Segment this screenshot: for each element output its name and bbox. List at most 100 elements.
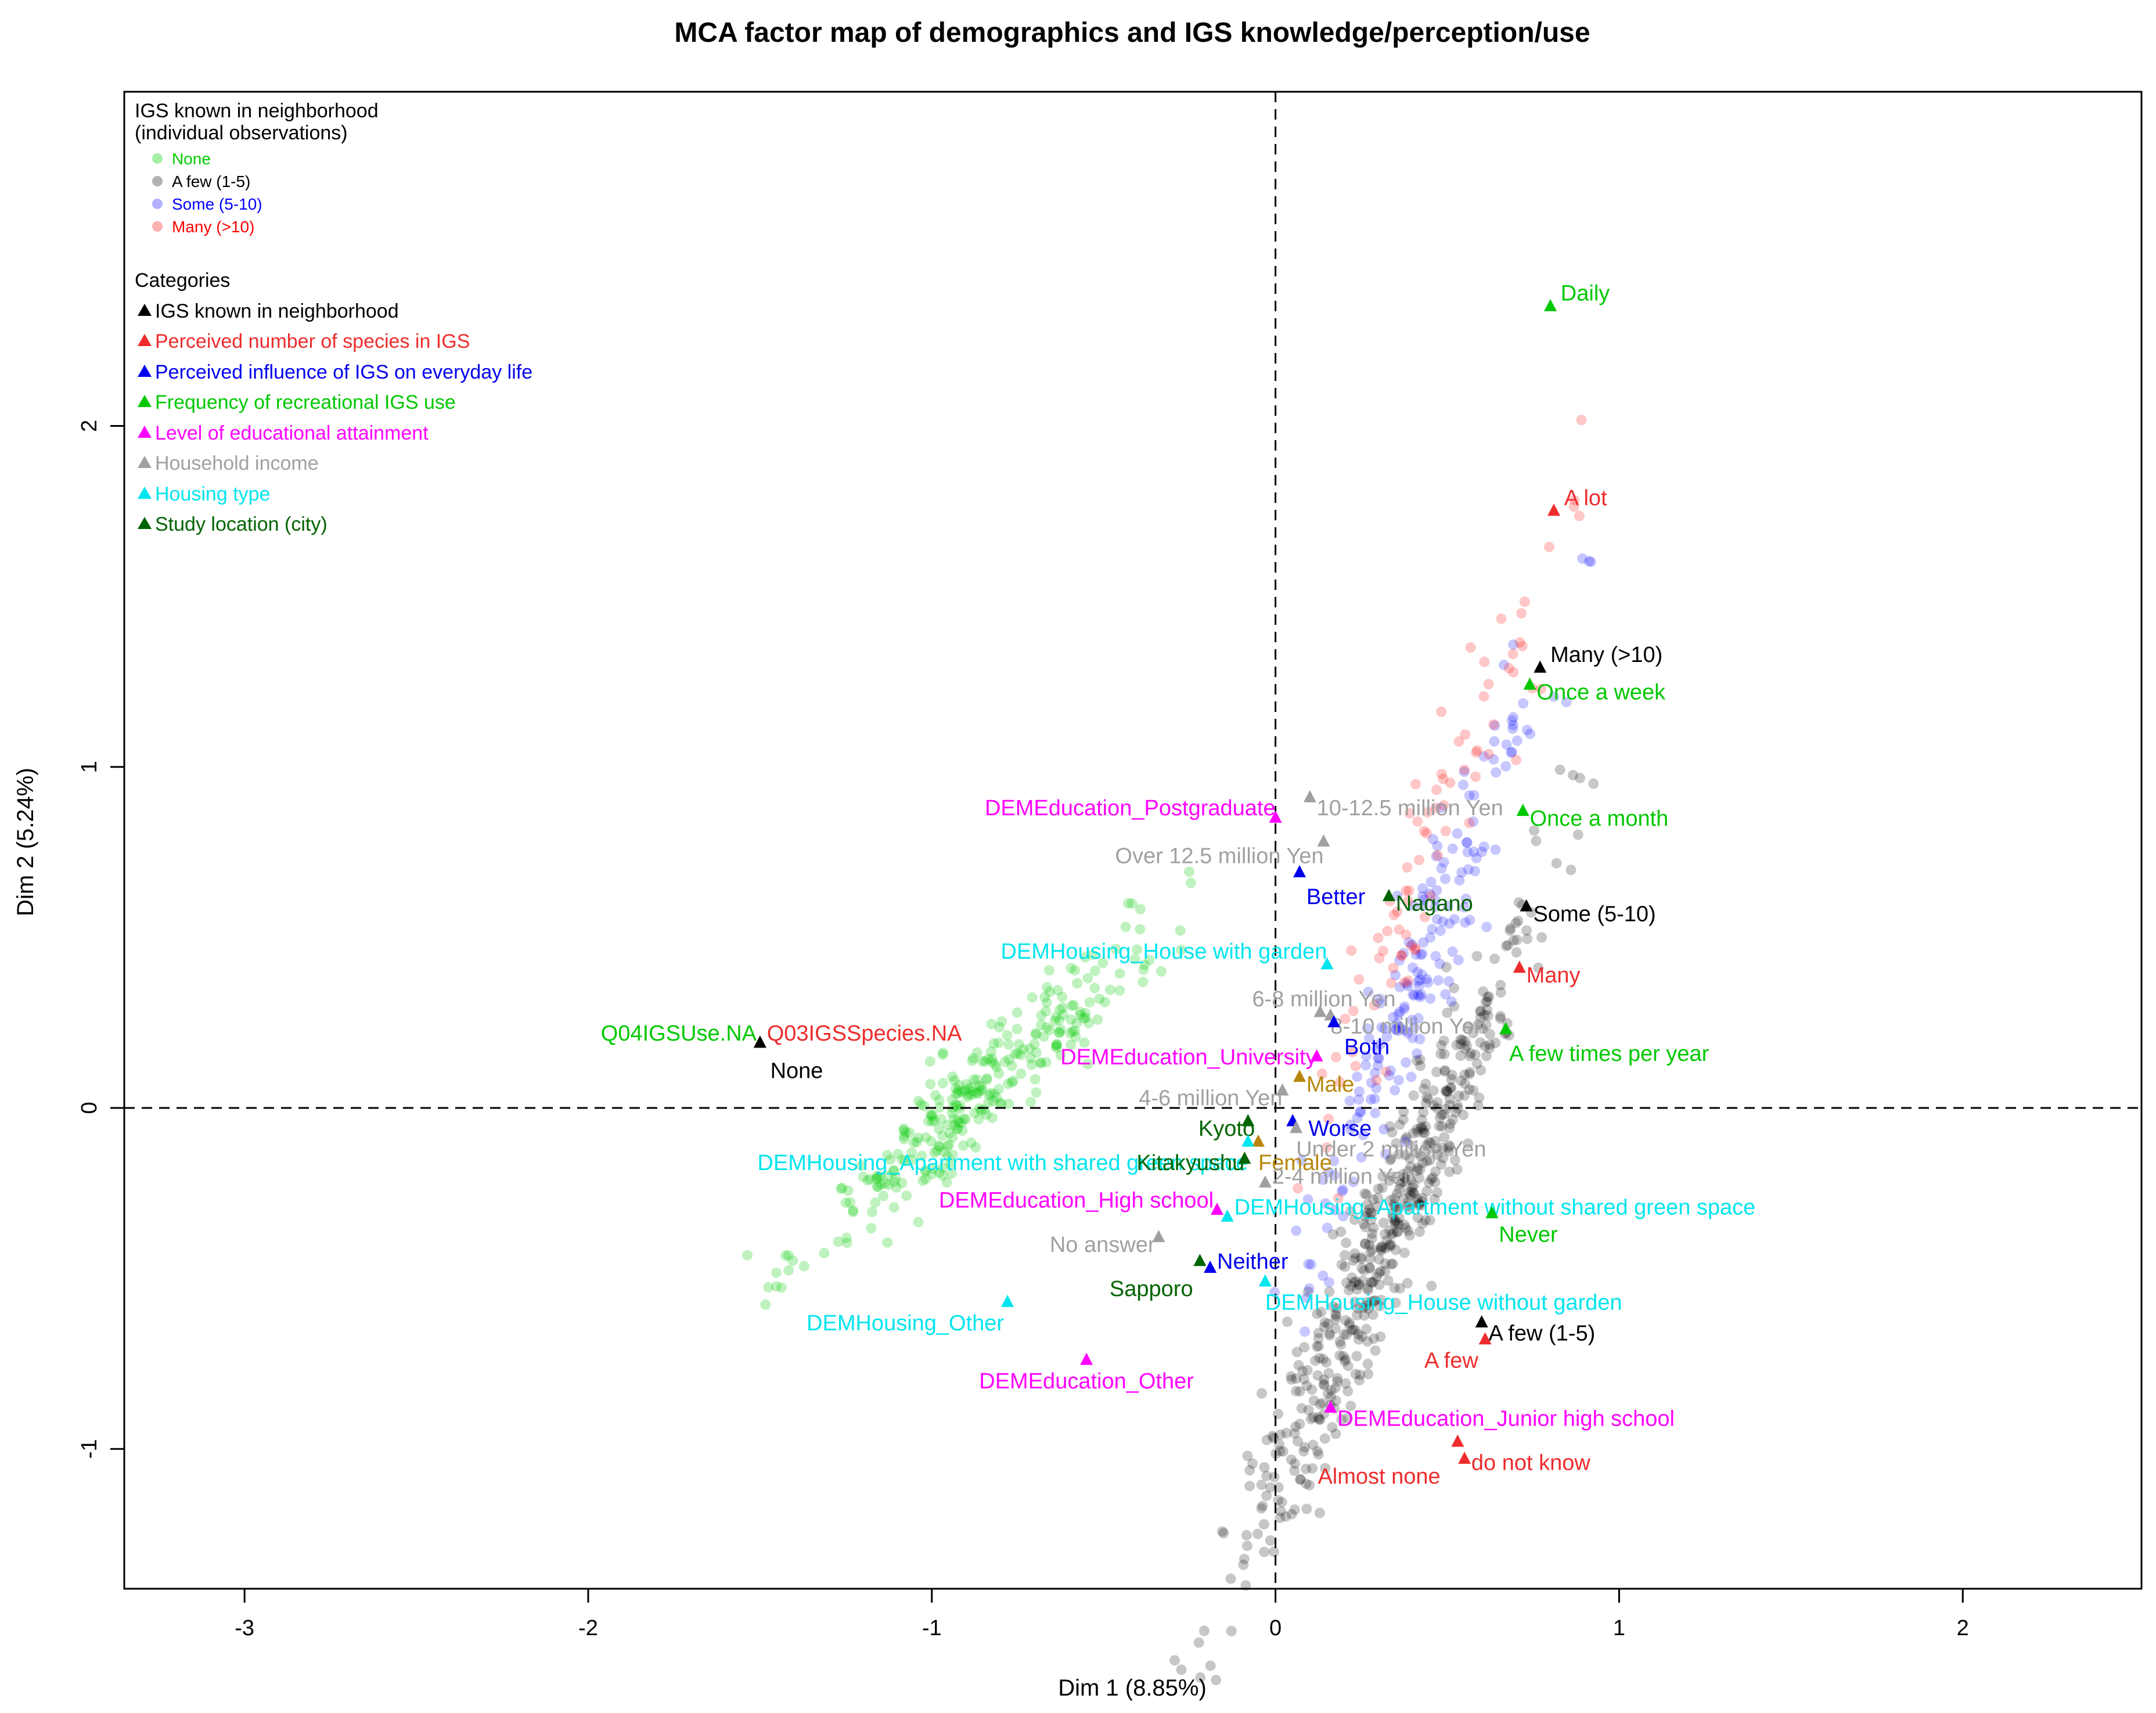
category-marker (1210, 1203, 1223, 1215)
observation-point (1478, 691, 1489, 702)
observation-point (1414, 1034, 1426, 1045)
observation-point (948, 1113, 959, 1124)
observation-point (984, 1089, 995, 1100)
observation-point (1482, 1005, 1492, 1016)
observation-point (1393, 1025, 1404, 1037)
observation-point (841, 1232, 852, 1243)
observation-point (1045, 1024, 1056, 1035)
observation-point (1402, 1277, 1413, 1289)
observation-point (1395, 1179, 1406, 1190)
observation-point (1380, 1243, 1391, 1254)
observation-point (1482, 996, 1493, 1007)
observation-point (1484, 991, 1495, 1002)
observation-point (1438, 1153, 1448, 1164)
observation-point (926, 1111, 937, 1122)
observation-point (988, 1038, 999, 1049)
observation-point (1353, 1329, 1364, 1340)
category-better: Better (1293, 865, 1366, 909)
legend-cat-triangle-frequency (138, 395, 152, 407)
category-8-10-million-yen: 8-10 million Yen (1324, 1008, 1486, 1039)
category-many-10: Many (>10) (1534, 643, 1662, 673)
observation-point (1519, 596, 1530, 607)
observation-point (783, 1250, 794, 1261)
observation-point (1441, 962, 1452, 973)
category-demhousing-house-with-garden: DEMHousing_House with garden (1001, 940, 1334, 970)
observation-point (1403, 1187, 1414, 1198)
observation-point (1242, 1541, 1252, 1552)
observation-point (1488, 754, 1499, 765)
observation-point (1320, 1198, 1331, 1209)
observation-point (1417, 1196, 1428, 1207)
observation-point (1449, 1001, 1460, 1012)
observation-point (1444, 1167, 1455, 1177)
observation-point (942, 1120, 953, 1131)
observation-point (1323, 1114, 1334, 1124)
observation-point (1055, 1050, 1066, 1061)
category-10-12-5-million-yen: 10-12.5 million Yen (1303, 790, 1503, 820)
x-tick-label: -3 (235, 1616, 254, 1640)
observation-point (1447, 843, 1458, 854)
observation-point (1390, 1024, 1401, 1035)
observation-point (1394, 1202, 1405, 1213)
observation-point (1320, 1463, 1331, 1474)
observation-point (1475, 1065, 1486, 1076)
observation-point (957, 1086, 968, 1097)
category-kitakyushu: Kitakyushu (1136, 1151, 1251, 1175)
observation-point (1374, 953, 1385, 963)
observation-point (1318, 1398, 1329, 1409)
observation-point (1297, 1366, 1308, 1377)
observation-point (1359, 1310, 1370, 1321)
observation-point (952, 1114, 963, 1125)
observation-point (763, 1282, 774, 1293)
observation-point (1444, 1093, 1455, 1104)
observation-point (1475, 1037, 1486, 1048)
observation-point (1416, 1121, 1427, 1132)
observation-point (1299, 1342, 1310, 1353)
observation-point (1410, 779, 1421, 790)
observation-point (1505, 923, 1516, 934)
category-marker (753, 1035, 766, 1048)
observation-point (926, 1136, 937, 1147)
observation-point (1465, 1048, 1476, 1059)
observation-point (1418, 1127, 1429, 1138)
observation-point (1341, 1277, 1352, 1288)
observation-point (1508, 935, 1519, 946)
category-daily: Daily (1544, 282, 1610, 311)
observation-point (993, 1037, 1004, 1048)
observation-point (1012, 1024, 1023, 1035)
category-marker (1269, 810, 1282, 823)
category-label: Once a week (1536, 681, 1666, 705)
observation-point (1480, 1041, 1491, 1052)
observation-point (1470, 1049, 1481, 1060)
observation-point (1412, 967, 1423, 978)
observation-point (1356, 1254, 1367, 1265)
observation-point (1415, 1122, 1426, 1133)
observation-point (1338, 1211, 1348, 1222)
observation-point (966, 1137, 977, 1148)
category-marker (1544, 298, 1557, 311)
observation-point (981, 1074, 992, 1085)
observation-point (1185, 877, 1196, 888)
observation-point (1373, 1193, 1384, 1203)
observation-point (1444, 976, 1455, 987)
observation-point (1374, 994, 1385, 1005)
category-label: 2-4 million Yen (1272, 1164, 1416, 1189)
observation-point (1374, 1279, 1385, 1290)
observation-point (1478, 751, 1489, 762)
x-tick-label: -2 (578, 1616, 598, 1640)
observation-point (1289, 1504, 1300, 1515)
observation-point (1302, 1365, 1313, 1376)
observation-point (1511, 934, 1522, 945)
observation-point (1482, 992, 1493, 1003)
observation-point (1429, 901, 1440, 912)
legend-cat-item-education: Level of educational attainment (138, 422, 429, 444)
observation-point (892, 1149, 904, 1160)
observation-point (1257, 1500, 1268, 1512)
observation-point (1387, 1258, 1398, 1269)
observation-point (1442, 1086, 1453, 1097)
category-some-5-10: Some (5-10) (1520, 899, 1656, 926)
observation-point (1419, 826, 1430, 837)
observation-point (1312, 1308, 1323, 1319)
observation-point (1459, 902, 1470, 913)
observation-point (1423, 1137, 1434, 1148)
